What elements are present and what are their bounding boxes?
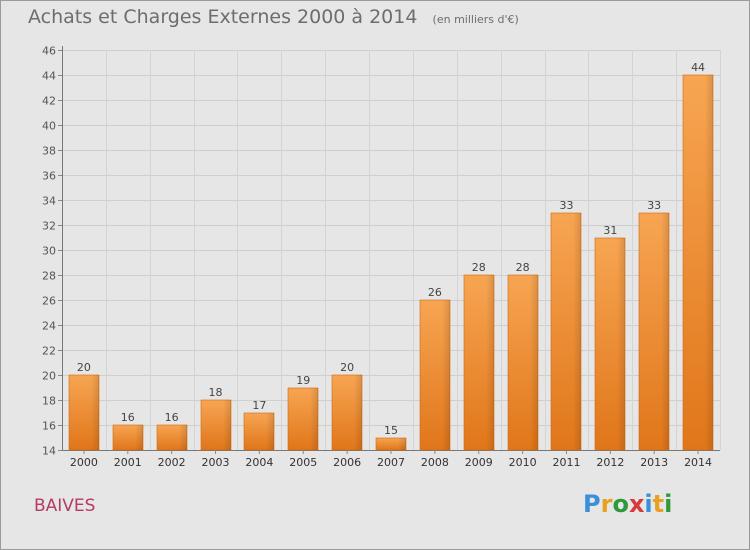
- data-label: 20: [77, 361, 91, 374]
- x-tick-label: 2011: [552, 456, 580, 469]
- y-tick-label: 42: [42, 95, 56, 108]
- bar-shade: [398, 438, 406, 450]
- data-label: 33: [559, 199, 573, 212]
- bar-shade: [530, 275, 538, 450]
- data-label: 44: [691, 61, 705, 74]
- chart-title: Achats et Charges Externes 2000 à 2014: [28, 6, 418, 28]
- bar-shade: [310, 388, 318, 450]
- labels: 20 2000 16 2001 16 2002 18 2003 17 2004 19 2005 20 20…: [70, 61, 712, 469]
- logo-letter: o: [612, 490, 629, 518]
- bar-shade: [135, 425, 143, 450]
- x-tick-label: 2006: [333, 456, 361, 469]
- bar-shade: [223, 400, 231, 450]
- data-label: 31: [603, 224, 617, 237]
- data-label: 16: [165, 411, 179, 424]
- data-label: 19: [296, 374, 310, 387]
- x-tick-label: 2009: [465, 456, 493, 469]
- x-tick-label: 2001: [114, 456, 142, 469]
- x-tick-label: 2008: [421, 456, 449, 469]
- x-tick-label: 2013: [640, 456, 668, 469]
- y-tick-label: 22: [42, 345, 56, 358]
- bars: [68, 74, 714, 451]
- logo-letter: r: [600, 490, 613, 518]
- y-tick-label: 44: [42, 70, 56, 83]
- y-tick-label: 26: [42, 295, 56, 308]
- x-tick-label: 2000: [70, 456, 98, 469]
- bar-shade: [91, 375, 99, 450]
- y-tick-label: 16: [42, 420, 56, 433]
- bar-shade: [705, 75, 713, 450]
- chart-subtitle: (en milliers d'€): [432, 13, 519, 26]
- y-tick-label: 28: [42, 270, 56, 283]
- x-tick-label: 2005: [289, 456, 317, 469]
- data-label: 15: [384, 424, 398, 437]
- x-tick-label: 2014: [684, 456, 712, 469]
- y-tick-label: 40: [42, 120, 56, 133]
- bar-shade: [354, 375, 362, 450]
- bar-shade: [617, 238, 625, 450]
- x-tick-label: 2010: [509, 456, 537, 469]
- y-tick-label: 24: [42, 320, 56, 333]
- y-tick-label: 36: [42, 170, 56, 183]
- data-label: 16: [121, 411, 135, 424]
- logo-letter: i: [644, 490, 653, 518]
- data-label: 28: [472, 261, 486, 274]
- logo-letter: x: [628, 490, 645, 518]
- logo-letter: i: [664, 490, 673, 518]
- chart-header: Achats et Charges Externes 2000 à 2014 (…: [28, 6, 519, 28]
- x-tick-label: 2007: [377, 456, 405, 469]
- bar-shade: [661, 213, 669, 450]
- axes: 14 16 18 20 22 24 26 28 30 32 34 36 38 40 42 44 46: [42, 45, 720, 458]
- bar-shade: [442, 300, 450, 450]
- bar-shade: [179, 425, 187, 450]
- x-tick-label: 2012: [596, 456, 624, 469]
- x-tick-label: 2004: [245, 456, 273, 469]
- logo-letter: t: [652, 490, 665, 518]
- data-label: 26: [428, 286, 442, 299]
- logo-letter: P: [583, 490, 601, 518]
- y-tick-label: 14: [42, 445, 56, 458]
- x-tick-label: 2003: [202, 456, 230, 469]
- data-label: 18: [209, 386, 223, 399]
- data-label: 17: [252, 399, 266, 412]
- bar-shade: [573, 213, 581, 450]
- proxiti-logo: Proxiti: [583, 490, 672, 518]
- y-tick-label: 34: [42, 195, 56, 208]
- bar-shade: [486, 275, 494, 450]
- y-tick-label: 32: [42, 220, 56, 233]
- data-label: 33: [647, 199, 661, 212]
- y-tick-label: 38: [42, 145, 56, 158]
- x-tick-label: 2002: [158, 456, 186, 469]
- bar-shade: [266, 413, 274, 450]
- y-tick-label: 18: [42, 395, 56, 408]
- y-tick-label: 20: [42, 370, 56, 383]
- y-tick-label: 46: [42, 45, 56, 58]
- data-label: 28: [516, 261, 530, 274]
- place-name: BAIVES: [34, 496, 96, 516]
- data-label: 20: [340, 361, 354, 374]
- y-tick-label: 30: [42, 245, 56, 258]
